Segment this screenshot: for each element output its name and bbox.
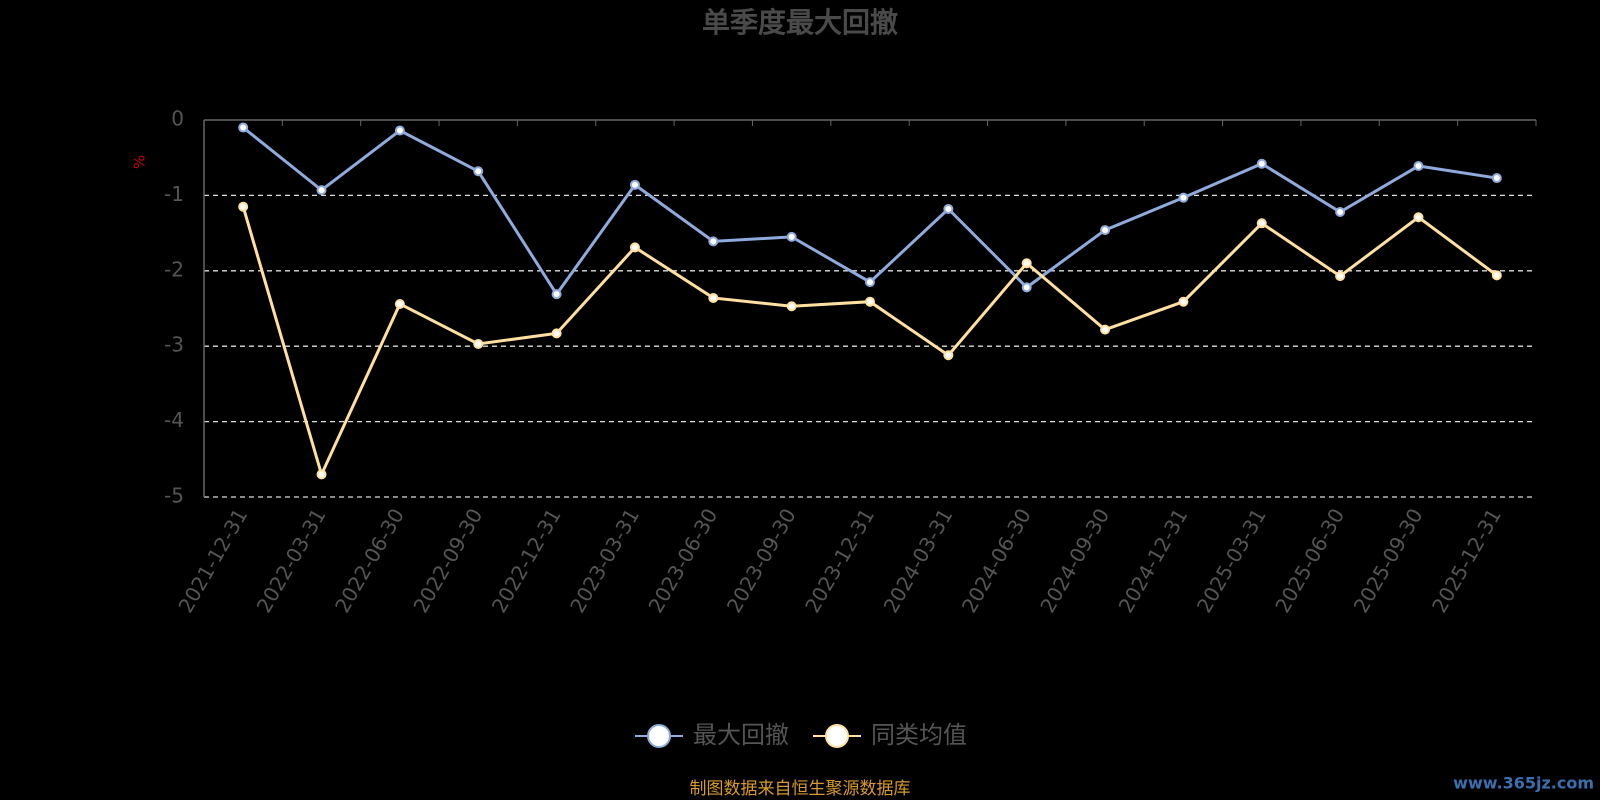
x-tick-label: 2024-12-31 xyxy=(1114,504,1193,617)
x-tick-label: 2022-03-31 xyxy=(252,504,331,617)
data-point xyxy=(629,242,640,253)
y-tick-label: -1 xyxy=(164,182,184,206)
x-tick-label: 2022-09-30 xyxy=(408,504,487,617)
data-point xyxy=(786,301,797,312)
x-tick-label: 2021-12-31 xyxy=(173,504,252,617)
x-tick-label: 2024-03-31 xyxy=(879,504,958,617)
data-point xyxy=(551,328,562,339)
data-point xyxy=(473,166,484,177)
data-point xyxy=(1256,218,1267,229)
x-tick-label: 2023-09-30 xyxy=(722,504,801,617)
data-point xyxy=(865,277,875,288)
y-tick-label: 0 xyxy=(171,107,184,131)
y-tick-label: -3 xyxy=(164,333,184,357)
data-point xyxy=(786,231,797,242)
data-point xyxy=(1256,158,1267,169)
data-point xyxy=(708,292,719,303)
data-point xyxy=(708,236,719,247)
chart-title: 单季度最大回撤 xyxy=(702,6,898,39)
x-tick-label: 2022-06-30 xyxy=(330,504,409,617)
data-point xyxy=(1021,258,1032,269)
data-point xyxy=(1178,192,1189,203)
watermark: www.365jz.com xyxy=(1453,774,1594,793)
x-tick-label: 2024-06-30 xyxy=(957,504,1036,617)
series-line xyxy=(241,206,1498,479)
data-point xyxy=(316,469,327,480)
data-point xyxy=(1335,271,1346,282)
data-point xyxy=(394,298,405,309)
source-note: 制图数据来自恒生聚源数据库 xyxy=(690,779,911,799)
data-point xyxy=(865,296,875,307)
legend-label: 最大回撤 xyxy=(693,721,789,749)
legend-marker xyxy=(825,724,849,748)
data-point xyxy=(394,125,405,136)
x-tick-label: 2023-06-30 xyxy=(643,504,722,617)
data-point xyxy=(1100,225,1111,236)
x-tick-label: 2024-09-30 xyxy=(1035,504,1114,617)
data-point xyxy=(238,201,249,212)
x-tick-label: 2023-12-31 xyxy=(800,504,879,617)
data-point xyxy=(1413,212,1424,223)
x-tick-label: 2023-03-31 xyxy=(565,504,644,617)
x-tick-label: 2025-12-31 xyxy=(1427,504,1506,617)
x-tick-label: 2025-06-30 xyxy=(1270,504,1349,617)
y-tick-label: -2 xyxy=(164,257,184,281)
data-point xyxy=(316,185,327,196)
data-point xyxy=(629,179,640,190)
data-point xyxy=(1021,282,1032,293)
data-point xyxy=(1491,173,1502,184)
data-point xyxy=(1178,296,1189,307)
data-point xyxy=(1491,270,1502,281)
data-point xyxy=(1413,160,1424,171)
y-tick-label: -5 xyxy=(164,484,184,508)
y-tick-label: -4 xyxy=(164,408,184,432)
data-point xyxy=(943,350,954,361)
legend-marker xyxy=(647,724,671,748)
y-axis-label: % xyxy=(131,155,149,169)
legend-label: 同类均值 xyxy=(871,721,967,749)
data-point xyxy=(473,338,484,349)
data-point xyxy=(1335,206,1346,217)
data-point xyxy=(1100,324,1111,335)
x-tick-label: 2025-03-31 xyxy=(1192,504,1271,617)
series-line xyxy=(242,126,1498,297)
data-point xyxy=(943,203,954,214)
data-point xyxy=(238,122,249,133)
x-tick-label: 2022-12-31 xyxy=(487,504,566,617)
data-point xyxy=(551,289,562,300)
x-tick-label: 2025-09-30 xyxy=(1349,504,1428,617)
